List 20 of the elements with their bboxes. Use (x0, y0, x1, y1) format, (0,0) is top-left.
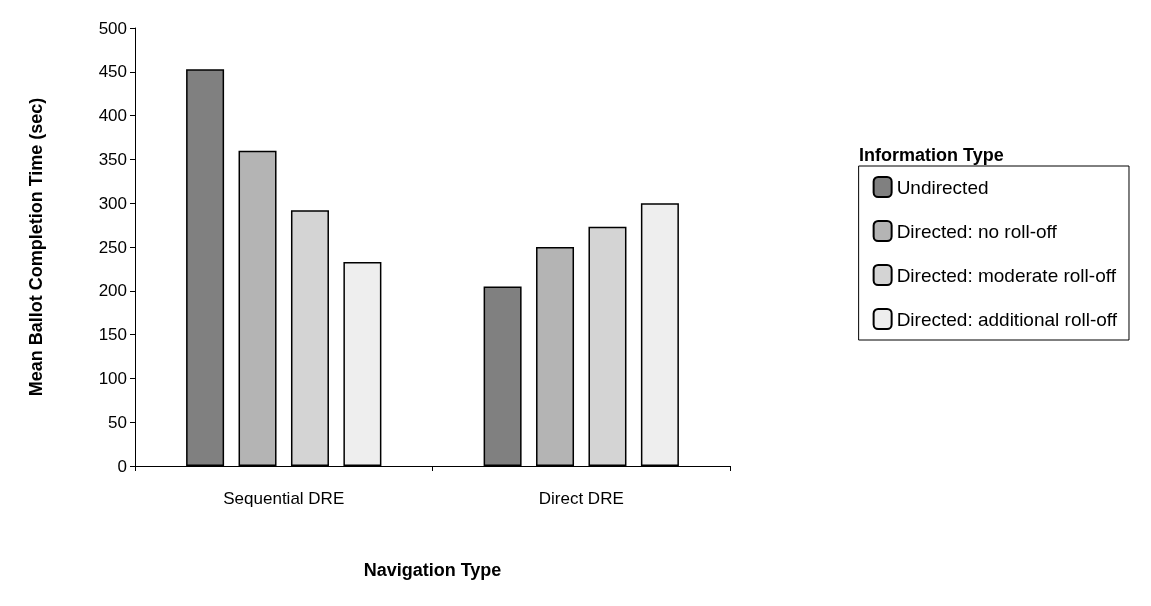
legend-label: Directed: additional roll-off (896, 308, 1118, 330)
y-tick-label: 400 (98, 106, 127, 126)
legend-label: Directed: moderate roll-off (896, 264, 1117, 286)
x-axis-title: Navigation Type (363, 560, 502, 580)
y-tick-label: 500 (98, 18, 127, 38)
y-tick-label: 300 (98, 193, 127, 213)
y-tick-label: 0 (117, 456, 127, 476)
y-tick-label: 150 (98, 325, 127, 345)
x-tick-label: Sequential DRE (223, 489, 345, 508)
legend-label: Directed: no roll-off (896, 220, 1058, 242)
legend-label: Undirected (896, 176, 989, 198)
y-tick-label: 100 (98, 368, 127, 388)
y-tick-label: 450 (98, 62, 127, 82)
x-tick-label: Direct DRE (538, 489, 624, 508)
y-tick-label: 200 (98, 281, 127, 301)
y-tick-label: 350 (98, 149, 127, 169)
y-tick-label: 50 (108, 412, 127, 432)
legend-title: Information Type (859, 145, 1004, 165)
y-tick-label: 250 (98, 237, 127, 257)
y-axis-title: Mean Ballot Completion Time (sec) (26, 97, 46, 397)
